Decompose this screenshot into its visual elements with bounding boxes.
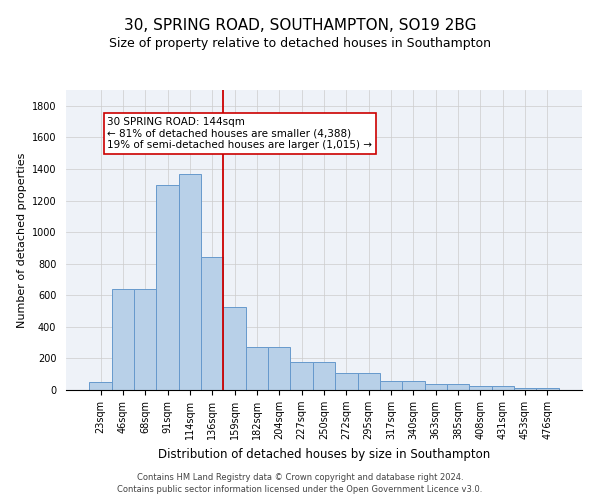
- Bar: [536, 388, 559, 390]
- Bar: [469, 386, 491, 390]
- Bar: [380, 380, 402, 390]
- Bar: [402, 380, 425, 390]
- Bar: [201, 256, 223, 390]
- Bar: [179, 174, 201, 390]
- Bar: [112, 289, 134, 390]
- Bar: [89, 382, 112, 390]
- Bar: [335, 374, 358, 390]
- Bar: [491, 386, 514, 390]
- Text: 30 SPRING ROAD: 144sqm
← 81% of detached houses are smaller (4,388)
19% of semi-: 30 SPRING ROAD: 144sqm ← 81% of detached…: [107, 117, 373, 150]
- Text: Contains HM Land Registry data © Crown copyright and database right 2024.: Contains HM Land Registry data © Crown c…: [137, 474, 463, 482]
- Bar: [157, 184, 179, 390]
- Text: Contains public sector information licensed under the Open Government Licence v3: Contains public sector information licen…: [118, 485, 482, 494]
- Bar: [358, 374, 380, 390]
- Y-axis label: Number of detached properties: Number of detached properties: [17, 152, 28, 328]
- Bar: [268, 348, 290, 390]
- Bar: [134, 289, 157, 390]
- X-axis label: Distribution of detached houses by size in Southampton: Distribution of detached houses by size …: [158, 448, 490, 460]
- Bar: [246, 348, 268, 390]
- Bar: [313, 362, 335, 390]
- Text: Size of property relative to detached houses in Southampton: Size of property relative to detached ho…: [109, 38, 491, 51]
- Text: 30, SPRING ROAD, SOUTHAMPTON, SO19 2BG: 30, SPRING ROAD, SOUTHAMPTON, SO19 2BG: [124, 18, 476, 32]
- Bar: [425, 384, 447, 390]
- Bar: [514, 388, 536, 390]
- Bar: [447, 384, 469, 390]
- Bar: [290, 362, 313, 390]
- Bar: [223, 307, 246, 390]
